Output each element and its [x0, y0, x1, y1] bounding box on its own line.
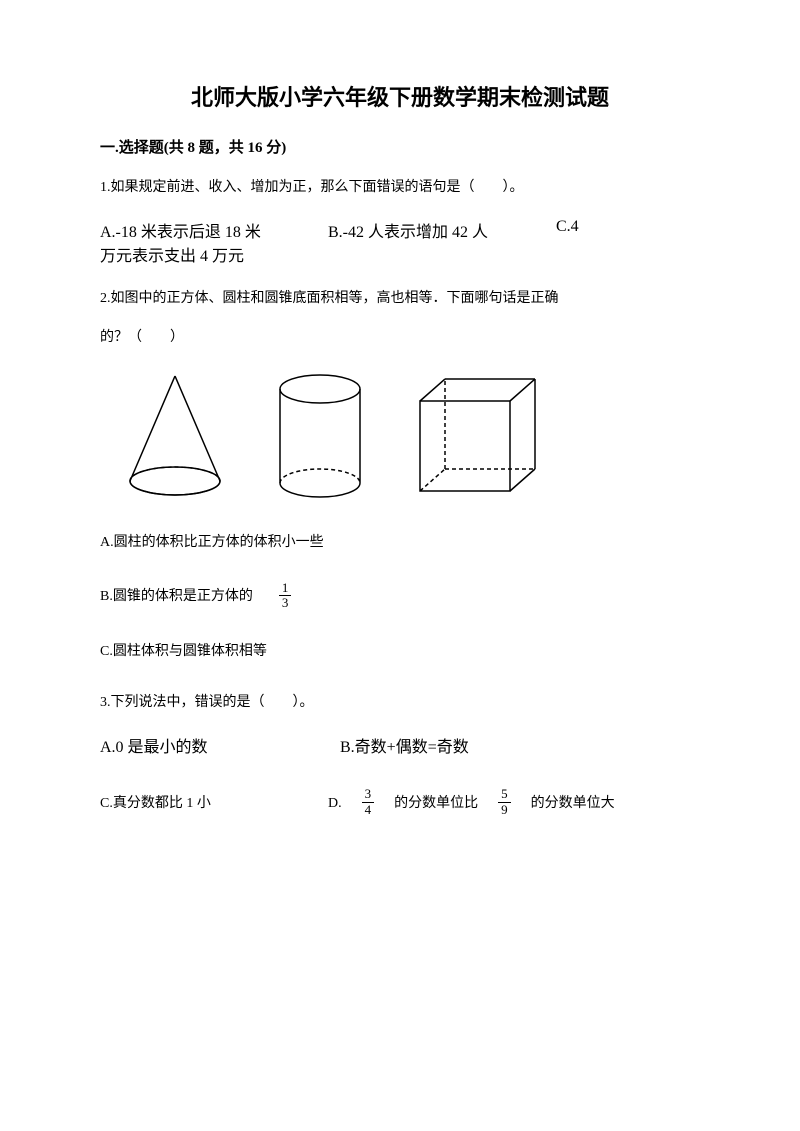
q3-option-c: C.真分数都比 1 小 — [100, 792, 328, 812]
q3-d-text1: D. — [328, 792, 356, 812]
q3-fraction-2: 5 9 — [498, 787, 511, 817]
q2-frac-num: 1 — [279, 581, 292, 596]
shapes-diagram — [120, 371, 700, 501]
question-1: 1.如果规定前进、收入、增加为正，那么下面错误的语句是（ ）。 — [100, 175, 700, 200]
q3-fraction-1: 3 4 — [362, 787, 375, 817]
question-2: 2.如图中的正方体、圆柱和圆锥底面积相等，高也相等．下面哪句话是正确 的？（ ） — [100, 286, 700, 350]
q3-option-d: D. 3 4 的分数单位比 5 9 的分数单位大 — [328, 787, 615, 817]
cube-shape — [410, 371, 540, 501]
q1-option-c-line2: 万元表示支出 4 万元 — [100, 242, 700, 266]
q2-option-b: B.圆锥的体积是正方体的 1 3 — [100, 581, 700, 611]
q2-option-c: C.圆柱体积与圆锥体积相等 — [100, 640, 700, 660]
q3-d-text3: 的分数单位大 — [517, 792, 615, 812]
q3-frac2-num: 5 — [498, 787, 511, 802]
q3-frac1-den: 4 — [362, 803, 375, 817]
q3-options-row2: C.真分数都比 1 小 D. 3 4 的分数单位比 5 9 的分数单位大 — [100, 787, 700, 817]
q1-option-a: A.-18 米表示后退 18 米 — [100, 218, 328, 242]
q3-options-row1: A.0 是最小的数 B.奇数+偶数=奇数 — [100, 733, 700, 757]
q2-fraction: 1 3 — [279, 581, 292, 611]
q3-frac1-num: 3 — [362, 787, 375, 802]
q1-options: A.-18 米表示后退 18 米 B.-42 人表示增加 42 人 C.4 万元… — [100, 218, 700, 266]
q1-text: 1.如果规定前进、收入、增加为正，那么下面错误的语句是（ ）。 — [100, 175, 700, 200]
q2-frac-den: 3 — [279, 596, 292, 610]
q2-text-line2: 的？（ ） — [100, 325, 700, 350]
page-title: 北师大版小学六年级下册数学期末检测试题 — [100, 80, 700, 112]
q1-option-b: B.-42 人表示增加 42 人 — [328, 218, 556, 242]
q3-frac2-den: 9 — [498, 803, 511, 817]
q2-option-b-text: B.圆锥的体积是正方体的 — [100, 585, 253, 605]
q2-text-line1: 2.如图中的正方体、圆柱和圆锥底面积相等，高也相等．下面哪句话是正确 — [100, 286, 700, 311]
cone-shape — [120, 371, 230, 501]
q2-option-a: A.圆柱的体积比正方体的体积小一些 — [100, 531, 700, 551]
cylinder-shape — [270, 371, 370, 501]
question-3: 3.下列说法中，错误的是（ ）。 — [100, 690, 700, 715]
q3-option-a: A.0 是最小的数 — [100, 733, 340, 757]
q3-text: 3.下列说法中，错误的是（ ）。 — [100, 690, 700, 715]
q3-d-text2: 的分数单位比 — [380, 792, 492, 812]
q1-option-c: C.4 — [556, 218, 700, 242]
q3-option-b: B.奇数+偶数=奇数 — [340, 733, 469, 757]
section-header: 一.选择题(共 8 题，共 16 分) — [100, 136, 700, 157]
